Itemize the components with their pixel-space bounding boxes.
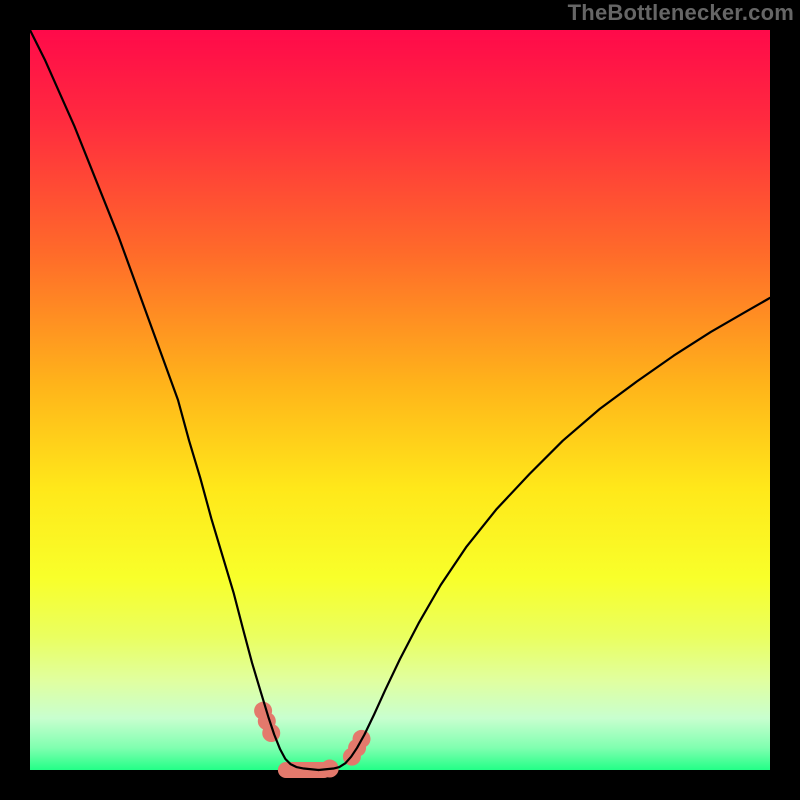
chart-stage: TheBottlenecker.com xyxy=(0,0,800,800)
watermark-text: TheBottlenecker.com xyxy=(568,0,794,26)
bottleneck-curve-chart xyxy=(0,0,800,800)
